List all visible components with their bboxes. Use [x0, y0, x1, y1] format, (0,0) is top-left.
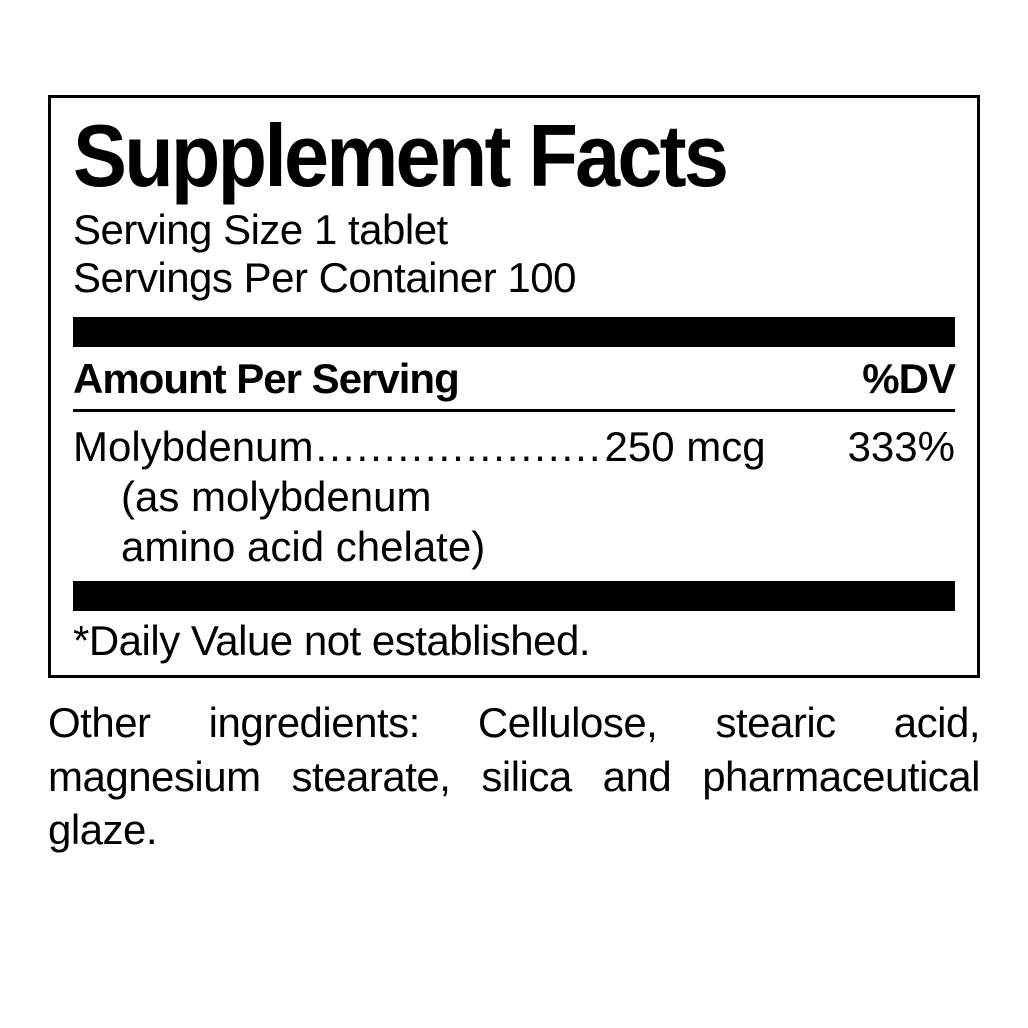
table-header-row: Amount Per Serving %DV [73, 355, 955, 403]
dv-footnote: *Daily Value not established. [73, 617, 955, 665]
nutrient-row: Molybdenum ..................... 250 mcg… [73, 422, 955, 472]
divider-thick [73, 317, 955, 347]
nutrient-sub-line-2: amino acid chelate) [73, 522, 955, 572]
panel-title: Supplement Facts [73, 112, 884, 200]
nutrient-block: Molybdenum ..................... 250 mcg… [73, 422, 955, 573]
serving-size: Serving Size 1 tablet [73, 206, 955, 254]
amount-per-serving-label: Amount Per Serving [73, 355, 459, 403]
supplement-facts-panel: Supplement Facts Serving Size 1 tablet S… [48, 95, 980, 678]
nutrient-name: Molybdenum [73, 422, 313, 472]
percent-dv-label: %DV [862, 355, 955, 403]
servings-per-container: Servings Per Container 100 [73, 254, 955, 302]
leader-dots: ..................... [313, 422, 604, 472]
nutrient-amount: 250 mcg [605, 422, 766, 472]
nutrient-dv: 333% [788, 422, 955, 472]
divider-thin [73, 409, 955, 412]
nutrient-sub-line-1: (as molybdenum [73, 472, 955, 522]
serving-info: Serving Size 1 tablet Servings Per Conta… [73, 206, 955, 303]
other-ingredients: Other ingredients: Cellulose, stearic ac… [48, 696, 980, 857]
divider-thick [73, 581, 955, 611]
